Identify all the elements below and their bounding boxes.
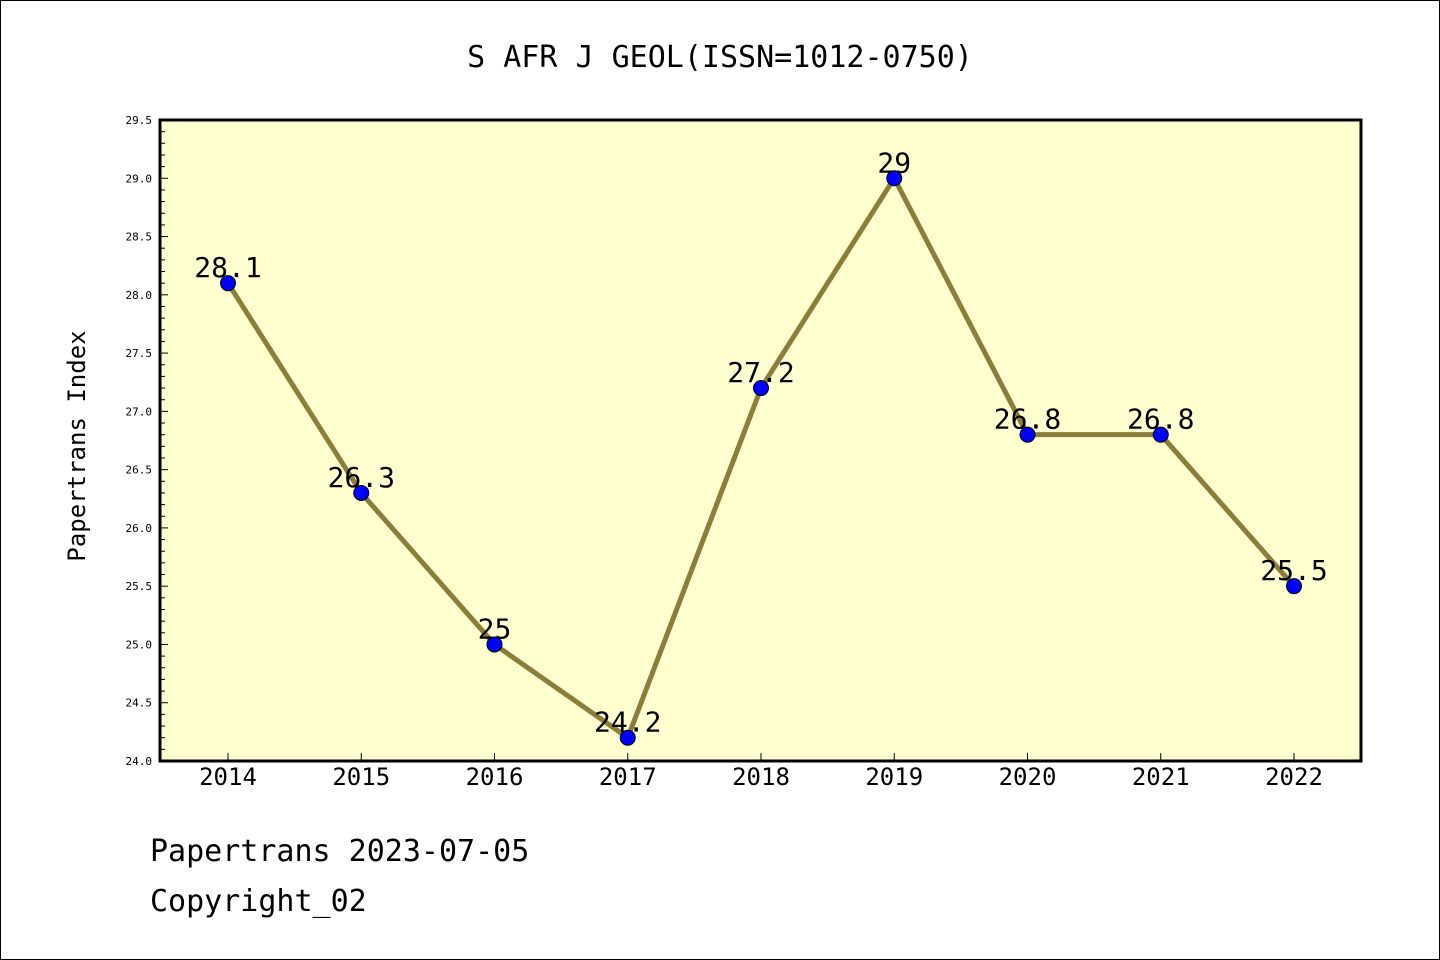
data-label: 24.2: [594, 706, 661, 739]
x-tick-label: 2022: [1265, 763, 1323, 791]
data-point: [353, 484, 370, 501]
data-label: 29: [877, 146, 911, 179]
data-label: 28.1: [194, 251, 261, 284]
copyright-text: Copyright_02: [150, 884, 367, 919]
data-label-group: 28.1 26.3 25 24.2 27.2 29 26.8 26.8 25.5: [194, 146, 1327, 738]
data-point: [220, 275, 236, 292]
y-tick-label: 26.0: [126, 522, 153, 535]
y-axis: 24.0 24.5 25.0 25.5 26.0 26.5 27.0 27.5 28.0 28.5…: [126, 114, 168, 768]
x-tick-label: 2016: [466, 763, 524, 791]
data-label: 27.2: [727, 356, 794, 389]
x-tick-label: 2019: [865, 763, 923, 791]
y-tick-label: 27.0: [126, 405, 153, 418]
data-point: [1286, 578, 1302, 595]
y-tick-label: 24.5: [126, 697, 153, 710]
data-point: [886, 170, 903, 187]
x-tick-label: 2017: [599, 763, 657, 791]
y-tick-label: 26.5: [126, 464, 153, 477]
x-tick-label: 2018: [732, 763, 790, 791]
x-tick-label: 2015: [332, 763, 390, 791]
source-date-text: Papertrans 2023-07-05: [150, 834, 530, 869]
y-tick-label: 24.0: [126, 755, 153, 768]
data-point: [1019, 426, 1036, 443]
x-axis: 2014 2015 2016 2017 2018 2019 2020 2021 2022: [199, 753, 1323, 791]
y-tick-label: 25.0: [126, 638, 153, 651]
x-tick-label: 2021: [1132, 763, 1190, 791]
y-tick-label: 28.5: [126, 231, 153, 244]
y-tick-label: 28.0: [126, 289, 153, 302]
series-group: [220, 170, 1302, 746]
data-label: 25: [478, 612, 512, 645]
x-tick-label: 2020: [999, 763, 1057, 791]
x-tick-label: 2014: [199, 763, 257, 791]
y-axis-label: Papertrans Index: [63, 330, 91, 561]
y-tick-label: 27.5: [126, 347, 153, 360]
data-point: [486, 636, 503, 653]
data-point: [1152, 426, 1169, 443]
data-label: 25.5: [1260, 554, 1327, 587]
y-tick-label: 29.0: [126, 172, 153, 185]
chart-title: S AFR J GEOL(ISSN=1012-0750): [467, 40, 973, 75]
y-tick-label: 25.5: [126, 580, 153, 593]
data-label: 26.8: [994, 403, 1061, 436]
data-point: [753, 380, 769, 397]
plot-area: [158, 118, 1363, 763]
data-point: [619, 729, 636, 746]
y-tick-label: 29.5: [126, 114, 153, 127]
data-label: 26.8: [1127, 403, 1194, 436]
data-label: 26.3: [328, 461, 395, 494]
